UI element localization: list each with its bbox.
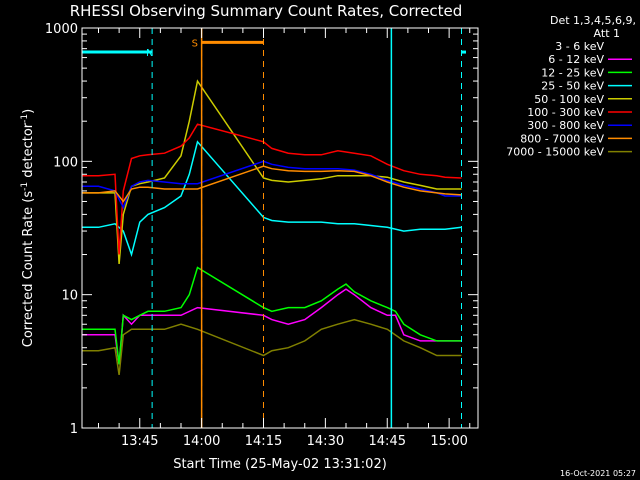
y-tick-label-10: 10 bbox=[61, 289, 78, 304]
annotation-label-s: S bbox=[192, 38, 198, 49]
legend-title-line2: Att 1 bbox=[594, 27, 620, 40]
series-line-3 bbox=[82, 266, 462, 365]
legend-title-line1: Det 1,3,4,5,6,9, bbox=[550, 14, 636, 27]
y-tick-label-100: 100 bbox=[53, 155, 78, 170]
y-tick-label-1: 1 bbox=[70, 422, 78, 437]
legend-entry-label-4: 25 - 50 keV bbox=[541, 80, 604, 93]
legend-entry-label-9: 7000 - 15000 keV bbox=[506, 146, 604, 159]
series-line-2 bbox=[82, 288, 462, 365]
x-tick-label-6: 15:00 bbox=[430, 434, 467, 449]
x-tick-label-5: 14:45 bbox=[369, 434, 406, 449]
chart-title: RHESSI Observing Summary Count Rates, Co… bbox=[70, 2, 463, 20]
legend-entry-label-1: 3 - 6 keV bbox=[555, 40, 604, 53]
footer-timestamp: 16-Oct-2021 05:27 bbox=[560, 469, 636, 478]
plot-frame bbox=[81, 27, 479, 429]
series-line-5 bbox=[82, 79, 462, 264]
x-tick-label-3: 14:15 bbox=[245, 434, 282, 449]
series-line-6 bbox=[82, 123, 462, 255]
legend-entry-label-2: 6 - 12 keV bbox=[548, 53, 604, 66]
legend-entry-label-5: 50 - 100 keV bbox=[534, 93, 604, 106]
annotation-label-n: N bbox=[146, 48, 153, 59]
x-tick-label-2: 14:00 bbox=[183, 434, 220, 449]
legend-entry-label-8: 800 - 7000 keV bbox=[520, 132, 604, 145]
y-tick-label-1000: 1000 bbox=[45, 22, 78, 37]
legend-entry-label-6: 100 - 300 keV bbox=[527, 106, 604, 119]
x-tick-label-4: 14:30 bbox=[307, 434, 344, 449]
x-tick-label-1: 13:45 bbox=[121, 434, 158, 449]
series-line-4 bbox=[82, 140, 462, 258]
series-line-9 bbox=[82, 318, 462, 376]
series-line-8 bbox=[82, 165, 462, 203]
legend-entry-label-7: 300 - 800 keV bbox=[527, 119, 604, 132]
x-axis-label: Start Time (25-May-02 13:31:02) bbox=[173, 457, 387, 472]
legend-entry-label-3: 12 - 25 keV bbox=[541, 66, 604, 79]
y-axis-label: Corrected Count Rate (s-1 detector-1) bbox=[20, 109, 36, 347]
